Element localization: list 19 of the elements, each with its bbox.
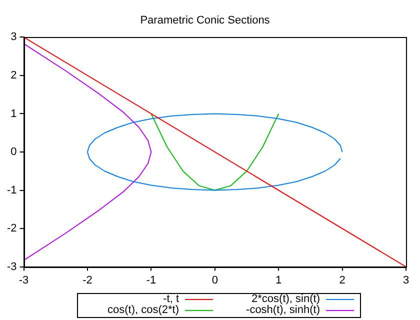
x-tick-label: -3 xyxy=(18,274,29,286)
x-tick-label: 2 xyxy=(339,274,346,286)
legend-label: -t, t xyxy=(163,293,179,305)
y-tick-label: 1 xyxy=(10,108,17,120)
y-tick-label: 2 xyxy=(10,70,17,82)
x-tick-label: 1 xyxy=(276,274,282,286)
x-tick-label: 0 xyxy=(212,274,218,286)
y-tick-label: 0 xyxy=(10,146,17,158)
legend-label: -cosh(t), sinh(t) xyxy=(246,304,320,316)
y-tick-label: 3 xyxy=(10,31,17,44)
x-tick-label: -1 xyxy=(146,274,156,286)
legend-label: cos(t), cos(2*t) xyxy=(107,304,179,316)
legend-label: 2*cos(t), sin(t) xyxy=(252,293,320,305)
x-tick-label: 3 xyxy=(402,274,410,286)
y-tick-label: -3 xyxy=(7,260,17,273)
x-tick-label: -2 xyxy=(82,274,92,286)
y-tick-label: -1 xyxy=(7,184,17,196)
chart-title: Parametric Conic Sections xyxy=(140,14,270,27)
y-tick-label: -2 xyxy=(7,222,17,235)
